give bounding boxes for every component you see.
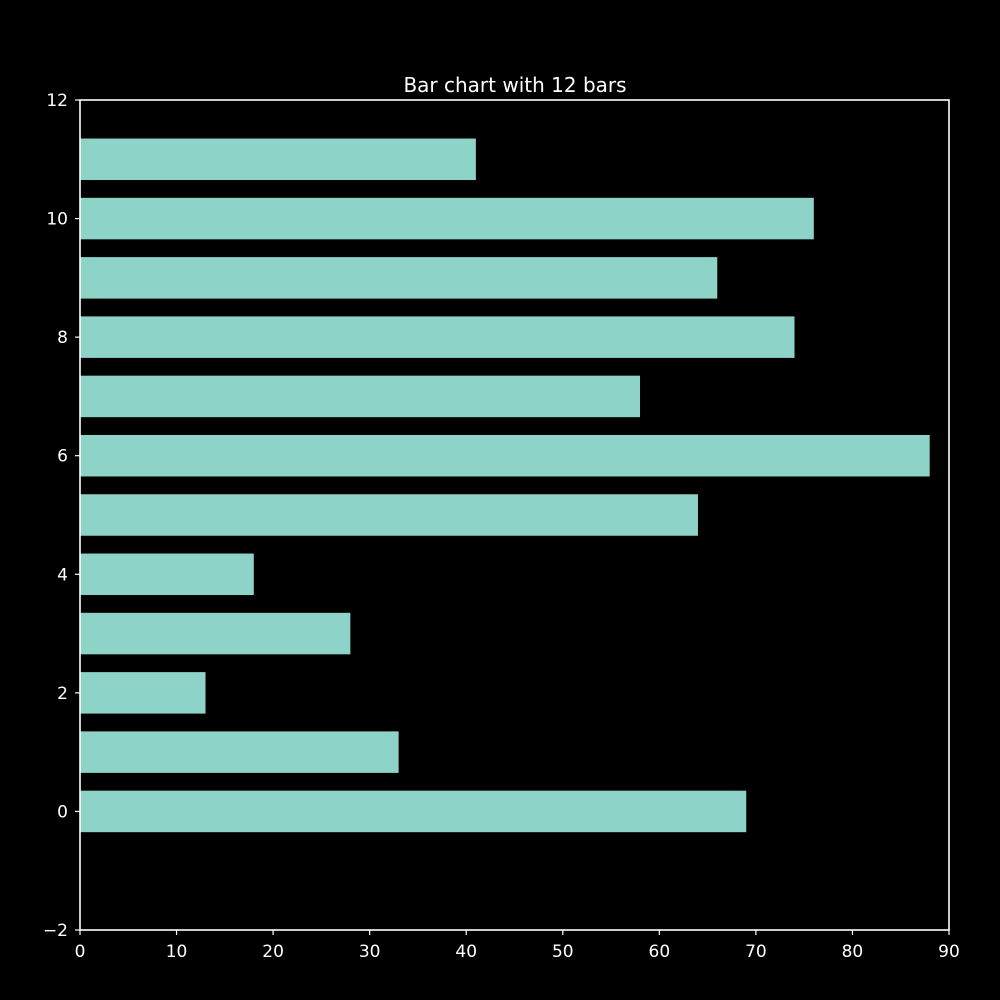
bar-1 — [80, 731, 399, 773]
bar-3 — [80, 612, 351, 655]
x-tick-label: 50 — [552, 942, 574, 962]
plot-frame — [79, 99, 950, 931]
bar-11 — [80, 138, 476, 181]
bar-6 — [80, 434, 930, 477]
bar-10 — [80, 197, 814, 240]
y-tick-label: 0 — [57, 802, 68, 822]
bar-8 — [80, 316, 795, 358]
chart-title: Bar chart with 12 bars — [403, 73, 626, 97]
x-tick-label: 0 — [75, 942, 86, 962]
x-tick-label: 40 — [455, 942, 477, 962]
y-tick-label: 8 — [57, 328, 68, 348]
x-tick-label: 70 — [745, 942, 767, 962]
y-tick-label: 4 — [57, 565, 68, 585]
bar-2 — [80, 672, 206, 714]
x-tick-label: 30 — [359, 942, 381, 962]
bar-5 — [80, 494, 698, 536]
x-tick-label: 20 — [262, 942, 284, 962]
bar-7 — [80, 375, 641, 418]
y-axis: −2 0 2 4 6 8 10 12 — [43, 91, 80, 941]
x-tick-label: 60 — [649, 942, 671, 962]
y-tick-label: 2 — [57, 684, 68, 704]
y-tick-label: 10 — [46, 210, 68, 230]
x-tick-label: 80 — [842, 942, 864, 962]
x-axis: 0 10 20 30 40 50 60 70 80 90 — [75, 930, 960, 962]
y-tick-label: −2 — [43, 921, 68, 941]
bar-4 — [80, 553, 254, 596]
x-tick-label: 90 — [938, 942, 960, 962]
bar-0 — [80, 790, 747, 833]
bars-group — [80, 138, 930, 833]
y-tick-label: 6 — [57, 447, 68, 467]
bar-9 — [80, 257, 718, 299]
y-tick-label: 12 — [46, 91, 68, 111]
x-tick-label: 10 — [166, 942, 188, 962]
